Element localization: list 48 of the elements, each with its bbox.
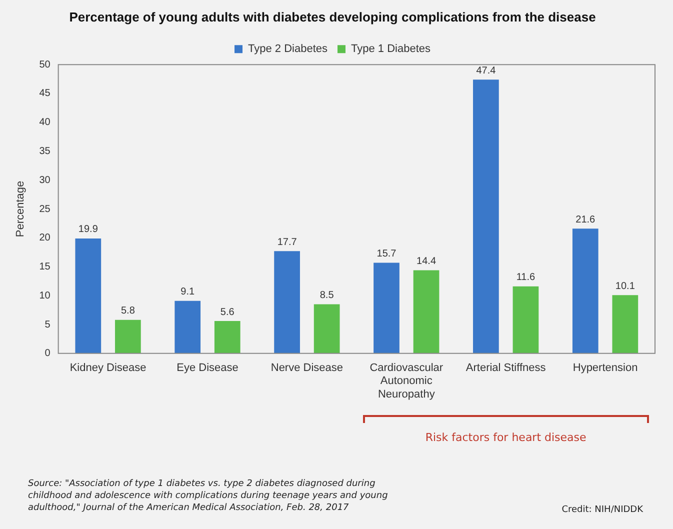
- chart-title: Percentage of young adults with diabetes developing complications from the disease: [69, 9, 596, 24]
- y-tick-label: 30: [39, 174, 51, 186]
- data-label: 9.1: [180, 286, 195, 298]
- data-label: 5.6: [220, 306, 235, 318]
- bar: [572, 228, 598, 354]
- bar: [174, 300, 201, 354]
- y-tick-label: 10: [39, 290, 51, 302]
- y-tick-label: 0: [44, 348, 51, 360]
- x-tick-label: Eye Disease: [176, 362, 238, 374]
- y-tick-label: 45: [39, 88, 51, 100]
- x-tick-label: Hypertension: [572, 362, 638, 374]
- data-label: 19.9: [78, 224, 98, 236]
- bar: [612, 295, 638, 354]
- data-label: 21.6: [576, 214, 596, 226]
- bar: [314, 304, 340, 354]
- bar: [115, 320, 141, 354]
- legend-label: Type 2 Diabetes: [248, 43, 328, 56]
- bar: [75, 238, 102, 354]
- y-tick-label: 25: [39, 204, 51, 215]
- y-tick-label: 40: [39, 117, 51, 128]
- source-note: Source: "Association of type 1 diabetes vs. type 2 diabetes diagnosed during childhood and adolescence with complications during teenage years and young adulthood," Journal of the American Medical Association, Feb. 28, 2017: [28, 478, 388, 514]
- y-tick-label: 5: [44, 319, 51, 330]
- y-tick-label: 15: [39, 262, 51, 273]
- bar: [413, 270, 440, 354]
- data-label: 8.5: [320, 290, 334, 302]
- bar: [512, 286, 539, 354]
- bar: [374, 262, 400, 354]
- y-tick-label: 50: [39, 59, 51, 70]
- x-tick-label: Cardiovascular Autonomic Neuropathy: [370, 362, 444, 400]
- legend-label: Type 1 Diabetes: [351, 43, 431, 56]
- x-tick-label: Arterial Stiffness: [466, 362, 546, 374]
- data-label: 14.4: [416, 256, 436, 267]
- bar: [214, 321, 240, 354]
- y-tick-label: 35: [39, 146, 51, 157]
- y-tick-label: 20: [39, 232, 51, 244]
- text: Credit: NIH/NIDDK: [562, 505, 643, 515]
- data-label: 10.1: [615, 280, 636, 292]
- data-label: 47.4: [476, 65, 496, 76]
- text: Risk factors for heart disease: [424, 431, 588, 444]
- data-label: 5.8: [120, 306, 136, 317]
- bar: [473, 80, 499, 354]
- bar: [274, 251, 300, 354]
- y-axis-title: Percentage: [14, 180, 27, 238]
- data-label: 17.7: [277, 236, 298, 248]
- data-label: 15.7: [376, 248, 397, 260]
- data-label: 11.6: [516, 272, 536, 284]
- x-tick-label: Nerve Disease: [270, 362, 344, 374]
- x-tick-label: Kidney Disease: [70, 362, 146, 374]
